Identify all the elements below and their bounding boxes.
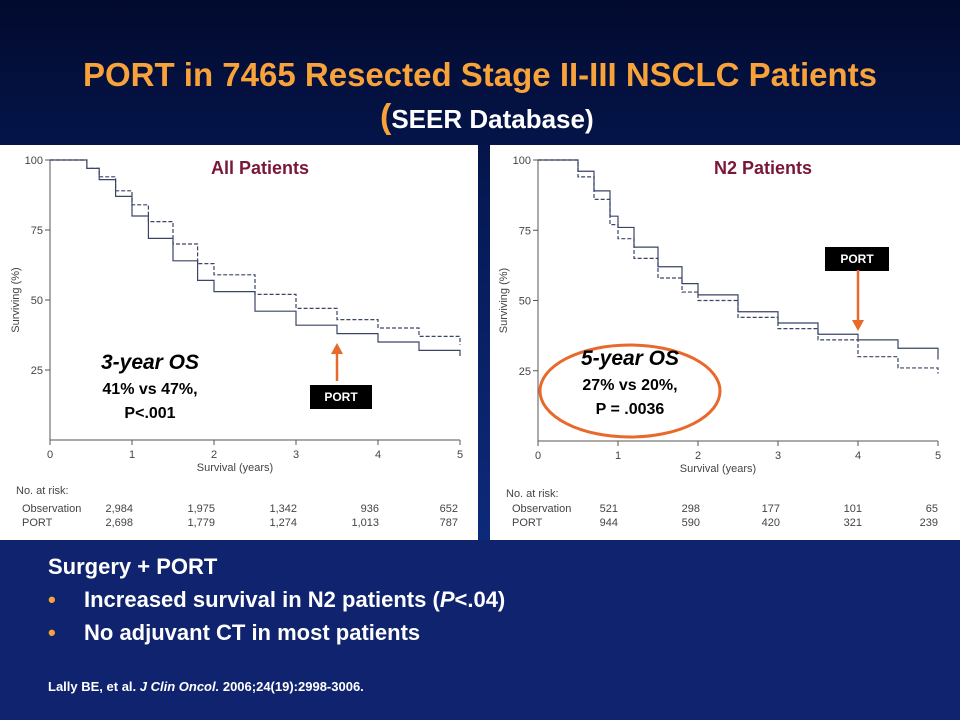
bullet1-post: <.04) [454, 587, 506, 612]
y-tick-label: 25 [31, 365, 43, 377]
x-tick-label: 1 [129, 449, 135, 461]
bullets-heading: Surgery + PORT [48, 554, 218, 579]
port-label: PORT [324, 390, 358, 404]
risk-row-label: Observation [22, 503, 81, 515]
slide-subtitle: (SEER Database) [380, 98, 680, 137]
chart-title: N2 Patients [714, 158, 812, 178]
x-tick-label: 4 [855, 450, 861, 462]
x-tick-label: 3 [293, 449, 299, 461]
bullet-item-survival: • Increased survival in N2 patients (P<.0… [48, 583, 505, 616]
summary-bullets: Surgery + PORT • Increased survival in N2… [48, 550, 505, 649]
risk-cell: 787 [440, 517, 458, 529]
x-tick-label: 1 [615, 450, 621, 462]
y-tick-label: 100 [513, 155, 531, 167]
x-axis-label: Survival (years) [680, 463, 756, 475]
port-arrow-head [852, 320, 864, 331]
bullet-item-ct: • No adjuvant CT in most patients [48, 616, 505, 649]
y-tick-label: 25 [519, 366, 531, 378]
x-tick-label: 5 [935, 450, 941, 462]
port-label: PORT [840, 252, 874, 266]
x-axis-label: Survival (years) [197, 462, 273, 474]
x-tick-label: 3 [775, 450, 781, 462]
series-line-solid [538, 159, 939, 360]
os-annotation-values: 27% vs 20%, [582, 377, 677, 394]
slide-title: PORT in 7465 Resected Stage II-III NSCLC… [82, 56, 878, 93]
port-arrow-head [331, 343, 343, 354]
y-tick-label: 100 [25, 155, 43, 167]
citation-journal: J Clin Oncol. [139, 679, 220, 694]
chart-title: All Patients [211, 158, 309, 178]
port-label-box [310, 385, 372, 409]
risk-cell: 1,342 [269, 503, 297, 515]
x-tick-label: 2 [695, 450, 701, 462]
citation: Lally BE, et al. J Clin Oncol. 2006;24(1… [48, 679, 364, 694]
x-tick-label: 0 [535, 450, 541, 462]
risk-cell: 1,013 [351, 517, 379, 529]
chart-panel-all-patients: 0 1 2 3 4 5 100 75 50 25 Survival (years) Surviving… [0, 145, 478, 540]
risk-cell: 420 [762, 517, 780, 529]
chart-panel-n2-patients: 0 1 2 3 4 5 100 75 50 25 Survival (years) Surviving… [490, 145, 960, 540]
y-axis-label: Surviving (%) [10, 267, 22, 332]
y-tick-label: 75 [31, 225, 43, 237]
km-chart-all-patients: 0 1 2 3 4 5 100 75 50 25 Survival (years) Surviving… [10, 155, 463, 529]
subtitle-text: SEER Database) [391, 104, 594, 134]
y-tick-label: 50 [31, 295, 43, 307]
risk-row-label: PORT [22, 517, 53, 529]
series-line-dashed [50, 159, 461, 345]
risk-cell: 239 [920, 517, 938, 529]
x-tick-label: 2 [211, 449, 217, 461]
risk-cell: 944 [600, 517, 618, 529]
bullet-marker: • [48, 587, 56, 612]
highlight-oval [538, 343, 722, 439]
km-chart-n2-patients: 0 1 2 3 4 5 100 75 50 25 Survival (years) Surviving… [498, 155, 941, 529]
x-tick-label: 0 [47, 449, 53, 461]
risk-row-label: Observation [512, 503, 571, 515]
y-tick-label: 75 [519, 225, 531, 237]
series-line-dashed [538, 159, 939, 374]
risk-cell: 2,984 [105, 503, 133, 515]
citation-details: 2006;24(19):2998-3006. [219, 679, 364, 694]
risk-cell: 101 [844, 503, 862, 515]
citation-authors: Lally BE, et al. [48, 679, 140, 694]
os-annotation-heading: 5-year OS [581, 347, 679, 370]
risk-table-header: No. at risk: [16, 485, 69, 497]
os-annotation-pvalue: P = .0036 [596, 401, 665, 418]
os-annotation-values: 41% vs 47%, [102, 381, 197, 398]
y-tick-label: 50 [519, 296, 531, 308]
risk-cell: 1,779 [187, 517, 215, 529]
risk-table-header: No. at risk: [506, 488, 559, 500]
risk-cell: 590 [682, 517, 700, 529]
x-tick-label: 5 [457, 449, 463, 461]
risk-cell: 298 [682, 503, 700, 515]
risk-row-label: PORT [512, 517, 543, 529]
os-annotation-heading: 3-year OS [101, 351, 199, 374]
risk-cell: 65 [926, 503, 938, 515]
port-label-box [825, 247, 889, 271]
risk-cell: 936 [361, 503, 379, 515]
bullet-marker: • [48, 620, 56, 645]
y-axis-label: Surviving (%) [498, 268, 510, 333]
bullet2-text: No adjuvant CT in most patients [84, 620, 421, 645]
risk-cell: 521 [600, 503, 618, 515]
summary-band [0, 540, 960, 720]
risk-cell: 1,975 [187, 503, 215, 515]
risk-cell: 321 [844, 517, 862, 529]
risk-cell: 2,698 [105, 517, 133, 529]
risk-cell: 177 [762, 503, 780, 515]
bullet1-pre: Increased survival in N2 patients ( [84, 587, 440, 612]
series-line-solid [50, 159, 461, 356]
risk-cell: 652 [440, 503, 458, 515]
subtitle-paren: ( [380, 98, 392, 136]
bullet1-italic: P [439, 587, 455, 612]
os-annotation-pvalue: P<.001 [124, 405, 175, 422]
x-tick-label: 4 [375, 449, 381, 461]
risk-cell: 1,274 [269, 517, 297, 529]
